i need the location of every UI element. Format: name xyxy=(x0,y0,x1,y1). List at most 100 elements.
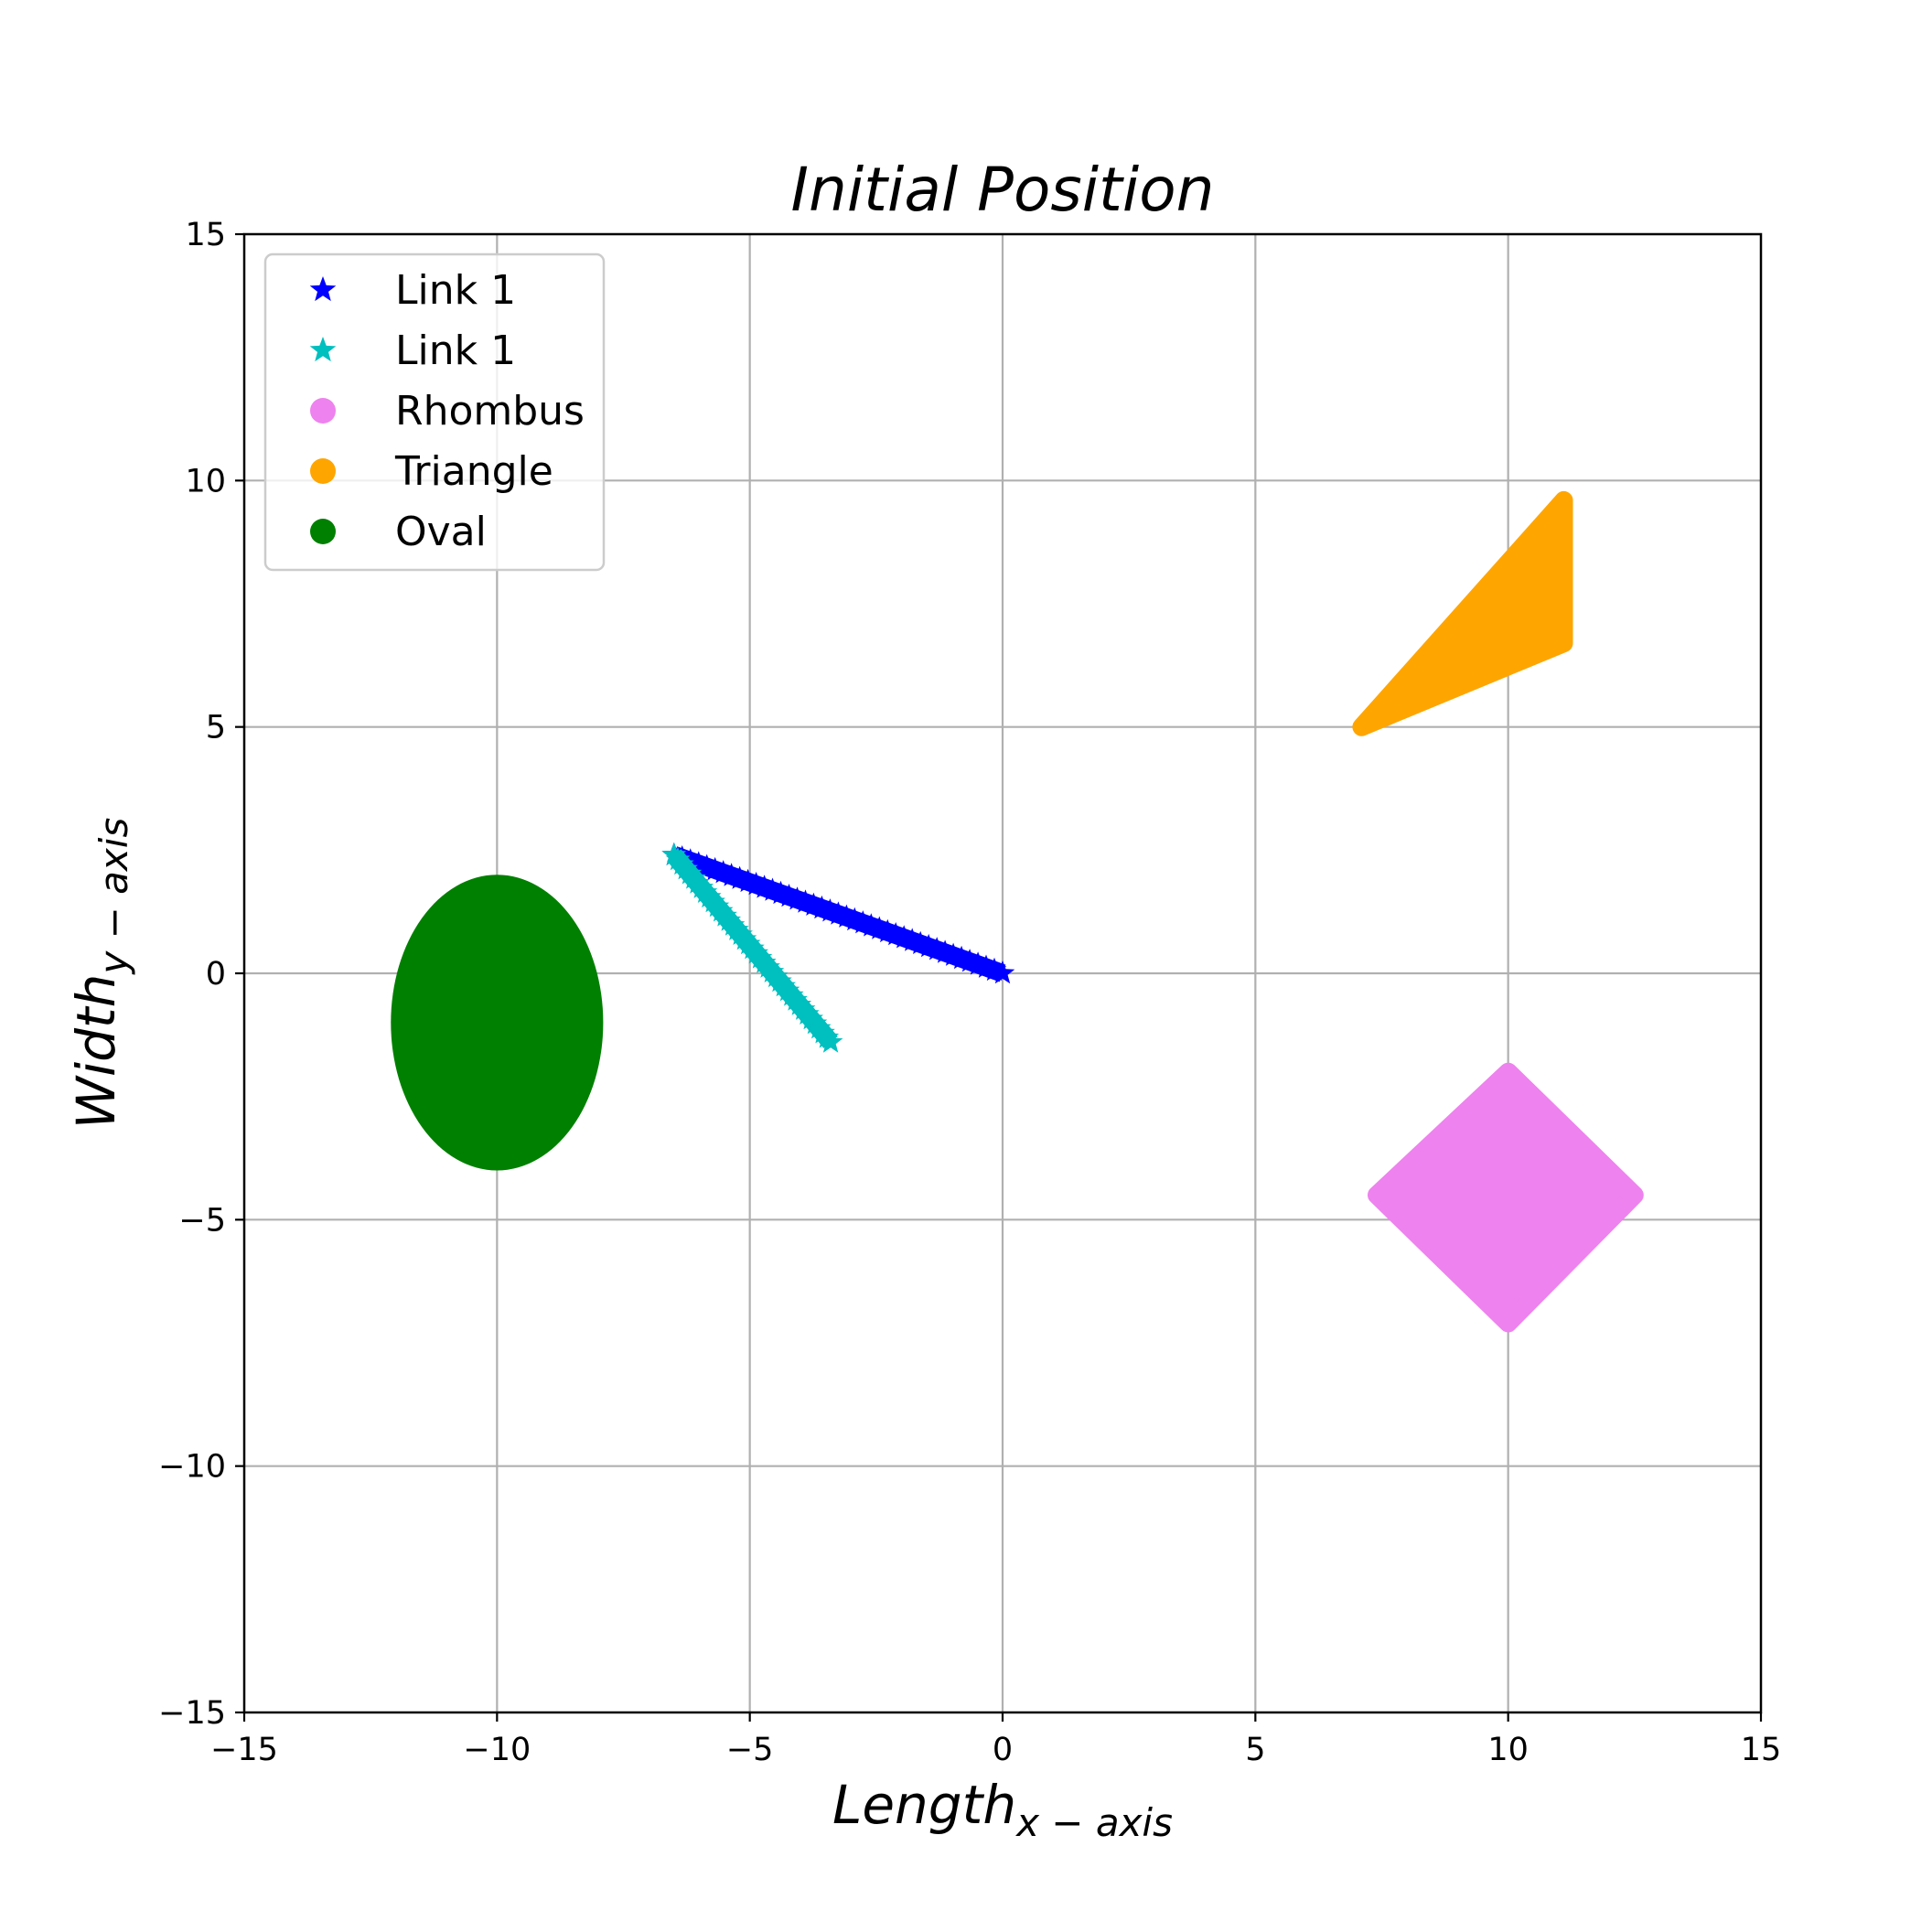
link-1-star-point xyxy=(732,926,757,950)
legend-marker-star-icon xyxy=(309,276,337,302)
link-0-star-point xyxy=(752,875,777,898)
ticks: −15 −10 −5 0 5 10 15 −15 −10 −5 0 5 10 15 xyxy=(158,217,1781,1768)
link-1-star-point xyxy=(724,917,749,940)
chart-title: Initial Position xyxy=(791,155,1215,225)
link-0-star-point xyxy=(851,910,875,934)
grid xyxy=(244,234,1761,1712)
link-0-star-point xyxy=(735,868,760,893)
link-1-star-point xyxy=(677,861,703,885)
x-tick-label: 0 xyxy=(993,1732,1013,1768)
link-1-star-point xyxy=(790,996,816,1020)
link-1-star-point xyxy=(759,959,785,982)
link-0-star-point xyxy=(703,856,727,881)
link-0-star-point xyxy=(727,865,752,889)
y-tick-label: 10 xyxy=(185,463,226,499)
legend-entry-label: Rhombus xyxy=(395,388,585,435)
link-0-star-point xyxy=(957,949,982,972)
link-0-star-point xyxy=(834,904,859,928)
rhombus-shape xyxy=(1368,1062,1644,1333)
link-0-star-point xyxy=(932,939,958,963)
link-0-star-point xyxy=(899,928,925,951)
x-tick-label: −10 xyxy=(463,1732,531,1768)
legend-marker-circle-icon xyxy=(310,519,336,544)
x-tick-label: 5 xyxy=(1245,1732,1265,1768)
link-0-star-point xyxy=(777,884,801,907)
legend-entry-label: Oval xyxy=(395,509,487,555)
link-1-star-point xyxy=(763,963,789,988)
y-tick-label: −15 xyxy=(158,1695,226,1732)
link-0-star-point xyxy=(744,872,768,896)
x-axis-label: Lengthx − axis xyxy=(832,1774,1173,1845)
link-0-star-point xyxy=(949,945,974,970)
link-1-star-point xyxy=(665,846,691,871)
link-0-star-point xyxy=(760,877,785,901)
link-1-star-point xyxy=(735,930,761,955)
y-axis-label: Widthy − axis xyxy=(65,818,136,1130)
link-1-star-point xyxy=(799,1005,823,1030)
link-0-star-point xyxy=(891,925,917,949)
x-tick-label: 15 xyxy=(1741,1732,1782,1768)
link-0-star-point xyxy=(875,918,900,943)
link-0-star-point xyxy=(826,901,851,925)
x-axis-label-sub: x − axis xyxy=(1014,1800,1173,1845)
link-1-star-point xyxy=(692,879,718,903)
link-0-star-point xyxy=(982,957,1007,982)
link-1-star-point xyxy=(701,888,725,913)
link-0-star-point xyxy=(793,889,818,913)
link-0-star-point xyxy=(940,942,966,966)
link-1-star-point xyxy=(704,894,730,918)
y-tick-label: −10 xyxy=(158,1449,226,1486)
link-1-star-point xyxy=(744,940,768,964)
legend-entry-label: Triangle xyxy=(394,448,553,495)
legend-frame xyxy=(263,252,606,572)
link-1-star-point xyxy=(806,1015,832,1039)
link-1-star-point xyxy=(802,1010,828,1035)
link-1-star-point xyxy=(728,921,753,945)
link-0-star-point xyxy=(867,916,892,939)
link-1-star-point xyxy=(670,852,694,875)
link-1-star-point xyxy=(673,856,698,880)
link-1-star-point xyxy=(810,1020,835,1044)
link-0-star-point xyxy=(719,863,744,886)
link-0-star-point xyxy=(843,907,867,931)
legend-marker-star-icon xyxy=(309,337,337,362)
link-0-star-point xyxy=(768,880,793,905)
legend: Link 1 Link 1 Rhombus Triangle Oval xyxy=(263,252,606,572)
x-tick-label: −5 xyxy=(726,1732,774,1768)
link-1-star-point xyxy=(795,1001,820,1025)
link-1-star-point xyxy=(771,973,796,997)
link-0-star-point xyxy=(916,933,941,958)
link-0-star-point xyxy=(818,898,843,922)
link-0-star-point xyxy=(990,961,1015,984)
link-1-star-point xyxy=(716,907,741,931)
link-1-star-point xyxy=(752,950,777,973)
link-1-star-point xyxy=(783,987,808,1011)
link-0-star-point xyxy=(907,930,933,954)
link-1-star-point xyxy=(775,978,800,1002)
link-0-star-point xyxy=(924,937,950,961)
link-1-star-point xyxy=(685,870,710,894)
link-1-star-point xyxy=(720,912,746,936)
link-0-star-point xyxy=(801,892,826,916)
link-0-star-point xyxy=(686,851,711,875)
link-0-star-point xyxy=(678,848,703,872)
link-1-star-point xyxy=(689,875,714,898)
link-1-star-point xyxy=(740,936,765,960)
legend-entry-label: Link 1 xyxy=(395,327,516,374)
link-1-star-point xyxy=(697,884,722,908)
link-1-star-point xyxy=(713,903,737,927)
link-1-star-point xyxy=(778,982,804,1006)
link-1-star-point xyxy=(708,898,734,922)
y-axis-label-sub: y − axis xyxy=(91,818,136,976)
x-tick-label: −15 xyxy=(210,1732,278,1768)
link-0-star-point xyxy=(965,951,991,975)
triangle-shape xyxy=(1352,490,1573,736)
link-0-star-point xyxy=(810,895,834,919)
link-1-star-point xyxy=(747,945,773,969)
x-tick-label: 10 xyxy=(1487,1732,1529,1768)
y-tick-label: 0 xyxy=(206,956,226,993)
legend-marker-circle-icon xyxy=(310,458,336,484)
link-0-star-point xyxy=(859,913,884,937)
link-0-star-point xyxy=(711,860,735,884)
